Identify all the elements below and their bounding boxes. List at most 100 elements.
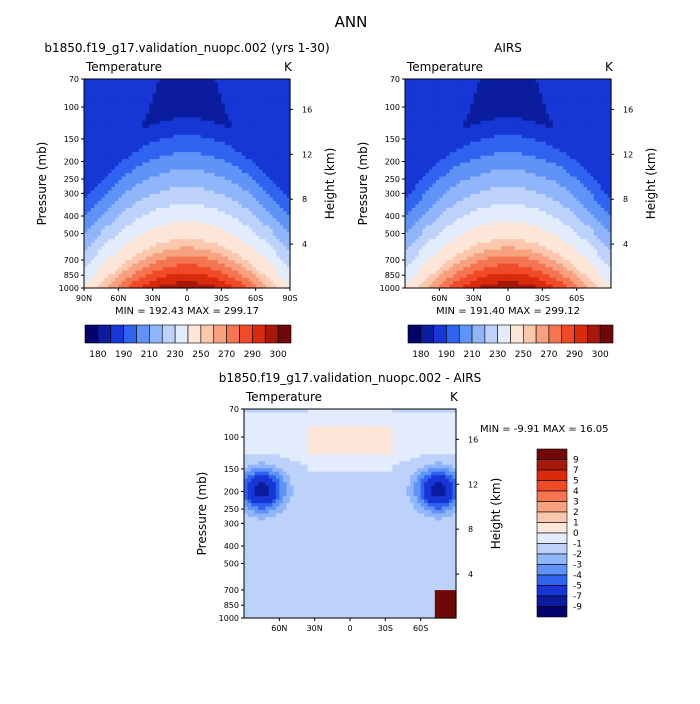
field-cell xyxy=(108,194,112,198)
field-cell xyxy=(177,180,181,184)
field-cell xyxy=(211,107,215,111)
field-cell xyxy=(266,264,270,268)
field-cell xyxy=(139,96,143,100)
field-cell xyxy=(190,159,194,163)
field-cell xyxy=(566,128,570,132)
field-cell xyxy=(245,163,249,167)
field-cell xyxy=(91,96,95,100)
field-cell xyxy=(432,124,436,128)
field-cell xyxy=(187,197,191,201)
field-cell xyxy=(443,135,447,139)
field-cell xyxy=(601,124,605,128)
field-cell xyxy=(276,204,280,208)
field-cell xyxy=(132,204,136,208)
field-cell xyxy=(218,187,222,191)
field-cell xyxy=(584,79,588,83)
field-cell xyxy=(263,79,267,83)
field-cell xyxy=(177,149,181,153)
field-cell xyxy=(129,114,133,118)
field-cell xyxy=(101,79,105,83)
field-cell xyxy=(463,107,467,111)
field-cell xyxy=(214,142,218,146)
field-cell xyxy=(149,166,153,170)
field-cell xyxy=(132,89,136,93)
field-cell xyxy=(170,82,174,86)
field-cell xyxy=(515,79,519,83)
field-cell xyxy=(218,163,222,167)
field-cell xyxy=(242,117,246,121)
field-cell xyxy=(177,142,181,146)
field-cell xyxy=(587,152,591,156)
field-cell xyxy=(101,260,105,264)
field-cell xyxy=(539,107,543,111)
field-cell xyxy=(429,107,433,111)
field-cell xyxy=(269,281,273,285)
field-cell xyxy=(415,131,419,135)
field-cell xyxy=(232,264,236,268)
field-cell xyxy=(142,86,146,90)
field-cell xyxy=(412,110,416,114)
field-cell xyxy=(553,89,557,93)
field-cell xyxy=(239,93,243,97)
field-cell xyxy=(252,145,256,149)
field-cell xyxy=(450,149,454,153)
field-cell xyxy=(197,253,201,257)
field-cell xyxy=(84,79,88,83)
field-cell xyxy=(474,121,478,125)
field-cell xyxy=(173,128,177,132)
field-cell xyxy=(273,211,277,215)
field-cell xyxy=(184,177,188,181)
field-cell xyxy=(256,100,260,104)
field-cell xyxy=(111,110,115,114)
field-cell xyxy=(505,145,509,149)
field-cell xyxy=(477,138,481,142)
field-cell xyxy=(269,114,273,118)
field-cell xyxy=(163,170,167,174)
field-cell xyxy=(577,149,581,153)
field-cell xyxy=(505,142,509,146)
field-cell xyxy=(163,110,167,114)
field-cell xyxy=(256,89,260,93)
field-cell xyxy=(225,142,229,146)
field-cell xyxy=(587,128,591,132)
field-cell xyxy=(487,145,491,149)
field-cell xyxy=(422,117,426,121)
field-cell xyxy=(142,152,146,156)
field-cell xyxy=(252,82,256,86)
field-cell xyxy=(432,114,436,118)
field-cell xyxy=(187,232,191,236)
field-cell xyxy=(115,208,119,212)
field-cell xyxy=(235,117,239,121)
field-cell xyxy=(283,114,287,118)
field-cell xyxy=(163,253,167,257)
field-cell xyxy=(450,152,454,156)
field-cell xyxy=(266,163,270,167)
field-cell xyxy=(160,218,164,222)
field-cell xyxy=(118,131,122,135)
field-cell xyxy=(177,204,181,208)
field-cell xyxy=(446,128,450,132)
field-cell xyxy=(273,117,277,121)
field-cell xyxy=(535,135,539,139)
field-cell xyxy=(166,138,170,142)
field-cell xyxy=(457,103,461,107)
field-cell xyxy=(98,218,102,222)
field-cell xyxy=(460,79,464,83)
field-cell xyxy=(235,208,239,212)
field-cell xyxy=(529,114,533,118)
field-cell xyxy=(115,142,119,146)
field-cell xyxy=(525,82,529,86)
field-cell xyxy=(173,201,177,205)
field-cell xyxy=(194,159,198,163)
field-cell xyxy=(105,131,109,135)
field-cell xyxy=(166,145,170,149)
field-cell xyxy=(94,100,98,104)
field-cell xyxy=(269,152,273,156)
field-cell xyxy=(269,264,273,268)
field-cell xyxy=(515,145,519,149)
field-cell xyxy=(232,121,236,125)
field-cell xyxy=(218,194,222,198)
field-cell xyxy=(412,89,416,93)
field-cell xyxy=(273,215,277,219)
field-cell xyxy=(221,190,225,194)
